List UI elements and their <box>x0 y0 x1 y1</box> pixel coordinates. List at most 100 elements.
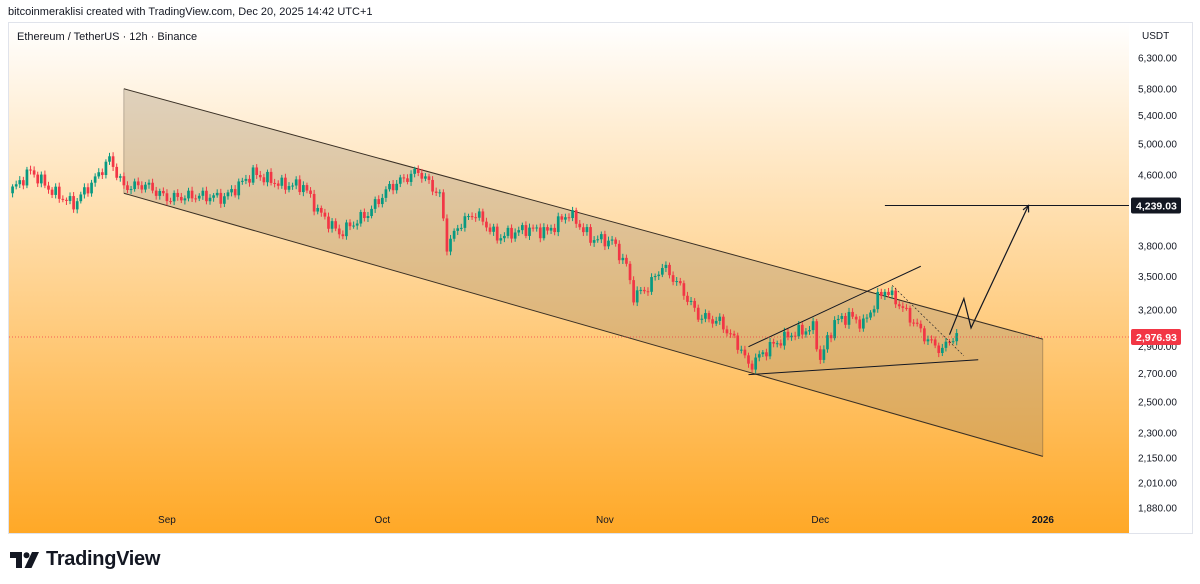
candle-body <box>388 183 391 190</box>
candle-body <box>596 239 600 241</box>
candle-body <box>452 230 456 239</box>
tradingview-logo-icon <box>10 551 39 568</box>
candle-body <box>424 176 427 179</box>
candle-body <box>635 290 639 303</box>
candle-body <box>657 274 661 277</box>
candle-body <box>90 182 93 194</box>
candle-body <box>915 322 919 324</box>
candle-body <box>370 208 373 217</box>
candle-body <box>97 172 101 177</box>
candle-body <box>510 227 513 239</box>
candle-body <box>341 234 345 237</box>
axis-currency: USDT <box>1142 31 1169 42</box>
candle-body <box>118 176 122 178</box>
candle-body <box>208 197 212 202</box>
x-tick-label: Nov <box>596 515 614 526</box>
footer: TradingView <box>10 548 160 571</box>
candle-body <box>309 190 312 194</box>
candle-body <box>840 315 844 319</box>
candle-body <box>100 172 104 176</box>
candle-body <box>564 217 567 220</box>
candle-body <box>553 227 556 233</box>
candle-body <box>384 189 388 198</box>
y-tick-label: 3,200.00 <box>1138 306 1177 317</box>
candle-body <box>427 176 431 180</box>
candle-body <box>653 276 657 278</box>
candle-body <box>948 341 951 343</box>
candle-body <box>391 183 395 191</box>
candle-body <box>287 186 291 190</box>
y-tick-label: 4,600.00 <box>1138 171 1177 182</box>
candle-body <box>621 257 625 261</box>
candle-body <box>682 283 686 296</box>
candle-body <box>316 207 320 212</box>
candle-body <box>162 190 165 194</box>
candle-body <box>704 313 707 319</box>
candle-body <box>244 178 248 181</box>
chart-frame[interactable]: USDT 6,300.00 5,800.00 5,400.00 5,000.00 4,60… <box>8 22 1193 534</box>
candle-body <box>862 318 865 329</box>
candle-body <box>844 315 847 325</box>
candle-body <box>571 210 574 219</box>
candle-body <box>65 199 68 201</box>
candle-body <box>754 357 758 370</box>
y-tick-label: 5,400.00 <box>1138 111 1177 122</box>
candle-body <box>348 222 352 227</box>
candle-body <box>373 199 377 209</box>
wedge-upper-line <box>748 265 922 348</box>
candle-body <box>363 212 366 219</box>
candle-body <box>14 184 18 187</box>
candle-body <box>298 179 302 193</box>
channel-upper-line <box>123 88 1043 340</box>
candle-body <box>47 185 50 190</box>
candle-body <box>176 192 180 197</box>
candle-body <box>366 216 370 219</box>
credit-line: bitcoinmeraklisi created with TradingVie… <box>8 6 373 18</box>
candle-body <box>459 227 463 229</box>
y-tick-label: 2,150.00 <box>1138 454 1177 465</box>
candle-body <box>75 201 79 210</box>
candle-body <box>646 291 650 293</box>
candle-body <box>836 318 840 321</box>
candle-body <box>897 304 901 307</box>
target-price-label: 4,239.03 <box>1136 200 1177 212</box>
candle-body <box>847 311 851 325</box>
candle-body <box>144 184 147 190</box>
candle-body <box>628 263 632 281</box>
y-tick-label: 5,000.00 <box>1138 140 1177 151</box>
candle-body <box>614 239 618 244</box>
candle-body <box>865 317 869 319</box>
candle-body <box>732 333 736 336</box>
candle-body <box>761 352 765 355</box>
price-chart[interactable]: USDT 6,300.00 5,800.00 5,400.00 5,000.00 4,60… <box>9 23 1193 534</box>
candle-body <box>409 173 413 182</box>
candle-body <box>488 227 492 232</box>
candle-body <box>578 223 582 228</box>
candle-body <box>592 240 596 243</box>
channel-lower-line <box>123 192 1043 457</box>
candle-body <box>36 174 40 184</box>
candle-body <box>872 309 876 313</box>
candle-body <box>503 235 506 239</box>
candle-body <box>413 168 416 174</box>
candle-body <box>908 308 912 323</box>
candle-body <box>546 227 549 231</box>
candle-body <box>330 221 334 229</box>
candle-body <box>603 234 607 247</box>
candle-body <box>327 216 330 229</box>
candle-body <box>104 161 108 176</box>
candle-body <box>535 227 539 229</box>
candle-body <box>650 277 653 292</box>
candle-body <box>147 182 151 185</box>
candle-body <box>815 321 819 350</box>
candle-body <box>926 339 930 342</box>
candle-body <box>556 216 560 233</box>
candle-body <box>240 180 244 182</box>
candle-body <box>122 176 126 186</box>
candle-body <box>29 169 32 171</box>
candle-body <box>172 192 176 202</box>
candle-body <box>334 221 338 229</box>
candle-body <box>506 227 510 236</box>
candle-body <box>887 291 890 296</box>
candle-body <box>108 156 111 162</box>
